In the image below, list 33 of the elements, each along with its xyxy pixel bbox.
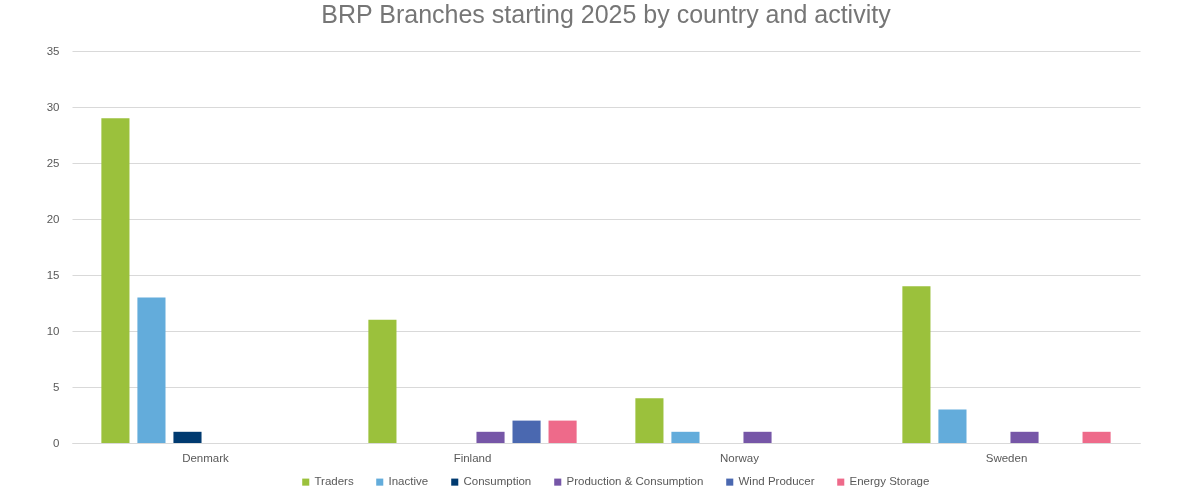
y-tick-label: 5 [53,380,60,393]
chart-title: BRP Branches starting 2025 by country and activity [321,0,892,28]
legend-label: Traders [314,475,354,488]
bar [1082,431,1111,443]
bar [476,431,505,443]
x-tick-label: Sweden [985,451,1028,464]
bar [1010,431,1039,443]
y-tick-label: 30 [46,100,60,113]
bar [137,297,166,443]
bar [101,118,130,443]
legend-label: Energy Storage [849,475,930,488]
x-tick-label: Norway [720,451,760,464]
y-tick-label: 25 [46,156,60,169]
legend-label: Production & Consumption [566,475,704,488]
bar [635,398,664,443]
x-tick-label: Finland [453,451,492,464]
bar [548,420,577,443]
bar [368,319,397,443]
bar [938,409,967,443]
y-tick-label: 20 [46,212,60,225]
legend-label: Inactive [388,475,429,488]
bar [902,286,931,443]
bar [743,431,772,443]
bar [512,420,541,443]
x-tick-label: Denmark [182,451,230,464]
legend-label: Consumption [463,475,532,488]
bar [173,431,202,443]
y-tick-label: 35 [46,44,60,57]
bar [671,431,700,443]
y-tick-label: 10 [46,324,60,337]
y-tick-label: 15 [46,268,60,281]
legend-label: Wind Producer [738,475,815,488]
y-tick-label: 0 [53,436,60,449]
